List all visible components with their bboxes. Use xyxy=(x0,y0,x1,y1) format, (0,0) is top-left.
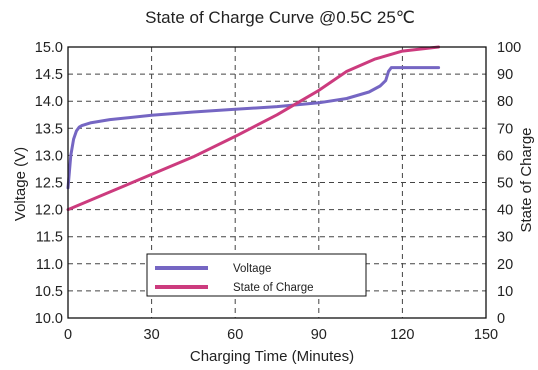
y2-tick-label: 10 xyxy=(497,284,513,300)
y-tick-label: 13.5 xyxy=(35,121,63,137)
y2-tick-label: 40 xyxy=(497,203,513,219)
x-tick-labels: 0 30 60 90 120 150 xyxy=(64,327,498,343)
series-line-state-of-charge xyxy=(66,45,441,212)
y2-axis-label: State of Charge xyxy=(518,127,535,232)
series-line-voltage xyxy=(66,66,441,190)
series-lines xyxy=(66,45,441,212)
y-axis-label: Voltage (V) xyxy=(12,147,29,221)
x-tick-label: 30 xyxy=(144,327,160,343)
y-tick-label: 10.0 xyxy=(35,311,63,327)
x-tick-label: 120 xyxy=(390,327,414,343)
y-tick-label: 14.5 xyxy=(35,67,63,83)
y-tick-label: 14.0 xyxy=(35,94,63,110)
y-tick-label: 11.0 xyxy=(36,257,63,273)
y-tick-labels: 10.0 10.5 11.0 11.5 12.0 12.5 13.0 13.5 14.0 14.5… xyxy=(35,40,63,327)
y2-tick-label: 90 xyxy=(497,67,513,83)
y2-tick-label: 80 xyxy=(497,94,513,110)
y2-tick-labels: 0 10 20 30 40 50 60 70 80 90 100 xyxy=(497,40,521,327)
y-tick-label: 12.0 xyxy=(35,203,63,219)
y-tick-label: 12.5 xyxy=(35,176,63,192)
legend-label-state-of-charge: State of Charge xyxy=(233,282,314,294)
y2-tick-label: 30 xyxy=(497,230,513,246)
y2-tick-label: 0 xyxy=(497,311,505,327)
y-tick-label: 15.0 xyxy=(35,40,63,56)
y2-tick-label: 50 xyxy=(497,176,513,192)
x-axis-label: Charging Time (Minutes) xyxy=(190,348,354,365)
plot-frame xyxy=(67,46,487,319)
y2-tick-label: 20 xyxy=(497,257,513,273)
y-tick-label: 11.5 xyxy=(36,230,63,246)
chart-title: State of Charge Curve @0.5C 25℃ xyxy=(145,8,415,27)
x-tick-label: 150 xyxy=(474,327,498,343)
x-tick-label: 90 xyxy=(311,327,327,343)
x-tick-label: 0 xyxy=(64,327,72,343)
y-tick-label: 13.0 xyxy=(35,148,63,164)
y-tick-label: 10.5 xyxy=(35,284,63,300)
y2-tick-label: 100 xyxy=(497,40,521,56)
legend: Voltage State of Charge xyxy=(146,253,367,297)
x-tick-label: 60 xyxy=(227,327,243,343)
legend-label-voltage: Voltage xyxy=(233,263,271,275)
y2-tick-label: 70 xyxy=(497,121,513,137)
y2-tick-label: 60 xyxy=(497,148,513,164)
